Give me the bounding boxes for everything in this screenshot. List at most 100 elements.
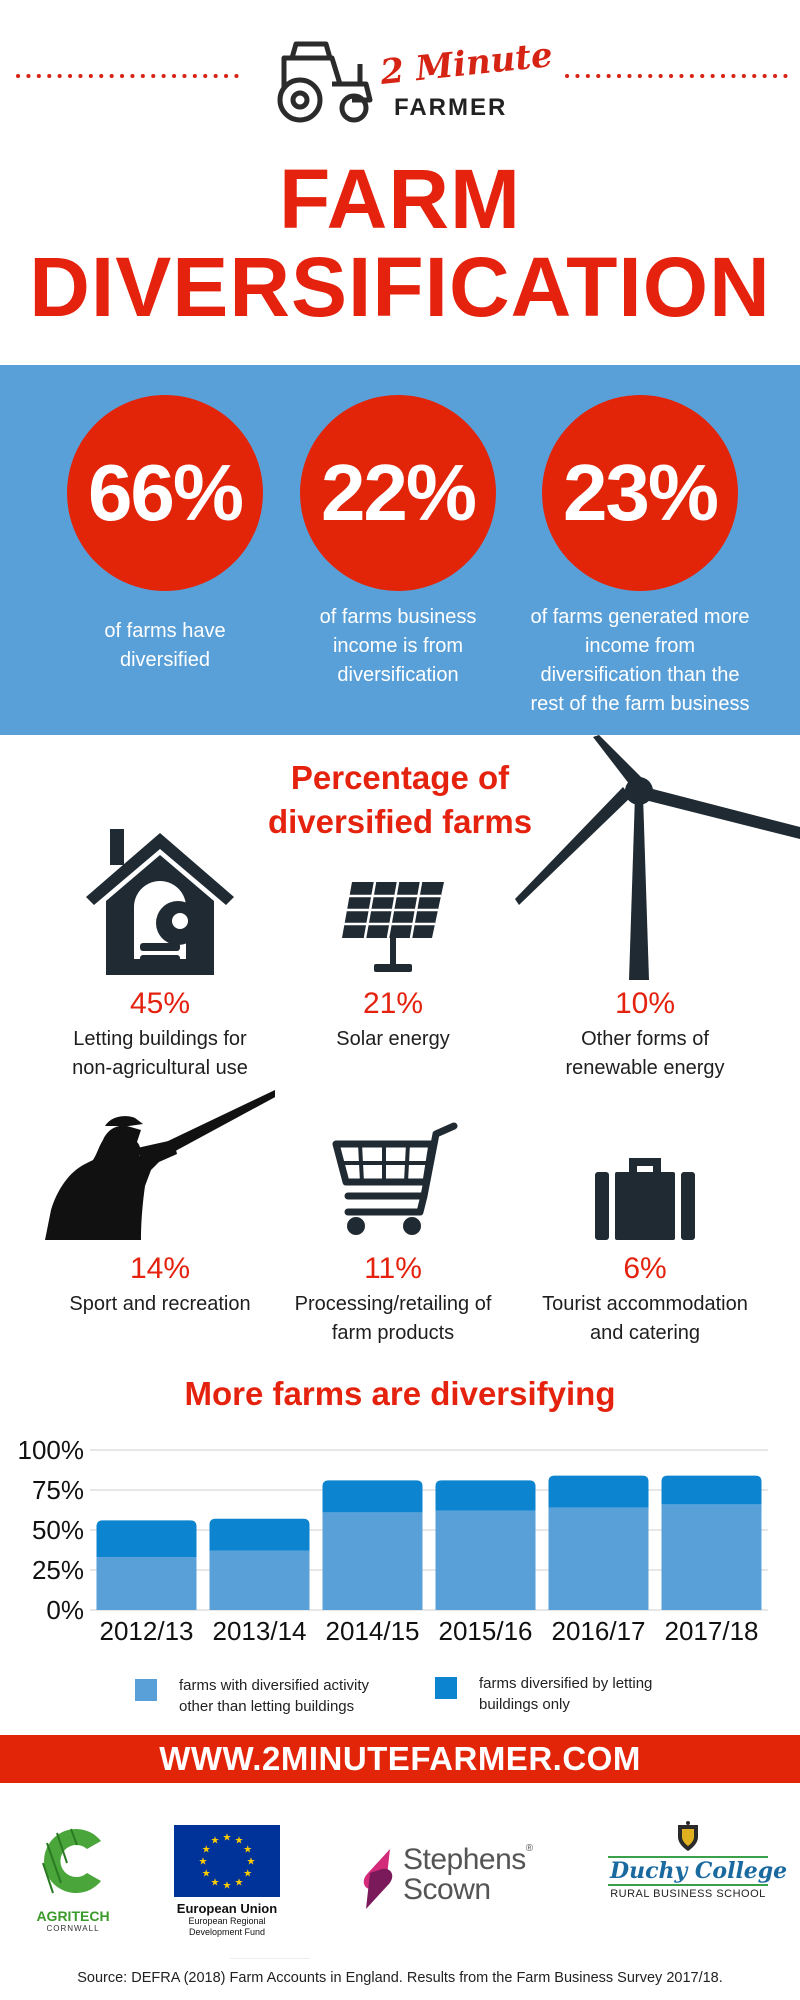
x-tick-label: 2017/18 — [665, 1616, 759, 1646]
legend-item-other: farms with diversified activity other th… — [135, 1675, 435, 1717]
stat-description: of farms business income is from diversi… — [319, 606, 477, 686]
y-tick-label: 25% — [32, 1555, 84, 1585]
bar-segment-letting — [435, 1480, 536, 1511]
duchy-college-logo: Duchy College RURAL BUSINESS SCHOOL — [608, 1821, 788, 1900]
stat-value: 23% — [562, 448, 719, 537]
legend-label: farms diversified by letting buildings o… — [479, 1675, 653, 1713]
eu-star: ★ — [243, 1869, 252, 1880]
eu-star: ★ — [202, 1869, 211, 1880]
legend-swatch — [435, 1677, 457, 1699]
logo-text-brand: 2 Minute — [378, 35, 555, 93]
category-sport-recreation: 14% Sport and recreation — [35, 1090, 285, 1319]
eu-sub-line1: European Regional — [188, 1916, 266, 1926]
legend-item-letting: farms diversified by letting buildings o… — [435, 1673, 735, 1715]
x-tick-label: 2015/16 — [439, 1616, 533, 1646]
bar-segment-letting — [322, 1480, 423, 1513]
eu-star: ★ — [202, 1845, 211, 1856]
x-tick-label: 2013/14 — [213, 1616, 307, 1646]
website-banner[interactable]: WWW.2MINUTEFARMER.COM — [0, 1735, 800, 1783]
footer-divider — [230, 1958, 310, 1959]
category-value: 10% — [614, 987, 676, 1020]
x-tick-label: 2012/13 — [100, 1616, 194, 1646]
duchy-sub: RURAL BUSINESS SCHOOL — [610, 1888, 766, 1900]
bar-segment-other — [322, 1512, 423, 1610]
category-label-line2: non-agricultural use — [72, 1057, 248, 1079]
stat-value: 22% — [320, 448, 477, 537]
x-tick-label: 2016/17 — [552, 1616, 646, 1646]
eu-star: ★ — [247, 1857, 256, 1868]
bar-segment-letting — [548, 1475, 649, 1508]
stat-more-income: 23% of farms generated more income from … — [520, 395, 760, 719]
stephens-name-line1: Stephens® — [403, 1843, 533, 1877]
category-label-line2: and catering — [589, 1322, 701, 1344]
category-label-line1: Tourist accommodation — [542, 1293, 748, 1315]
diversification-bar-chart: 0% 25% 50% 75% 100% 2012/13 2013/14 2014/15 2015… — [18, 1435, 768, 1646]
y-tick-label: 50% — [32, 1515, 84, 1545]
category-label: Other forms of renewable energy — [520, 1025, 770, 1083]
site-logo[interactable]: 2 Minute FARMER — [270, 35, 554, 128]
category-other-renewable: 10% Other forms of renewable energy — [520, 825, 770, 1083]
eu-star: ★ — [235, 1836, 244, 1847]
chart-title: More farms are diversifying — [184, 1375, 616, 1412]
category-solar-energy: 21% Solar energy — [268, 825, 518, 1054]
category-label: Sport and recreation — [35, 1290, 285, 1319]
category-label-line1: Other forms of — [581, 1028, 709, 1050]
category-value: 21% — [362, 987, 424, 1020]
category-tourist-accommodation: 6% Tourist accommodation and catering — [520, 1090, 770, 1348]
eu-sub-line2: Development Fund — [188, 1927, 266, 1937]
stephens-line1-text: Stephens — [403, 1843, 526, 1876]
crest-icon — [678, 1821, 698, 1851]
eu-star: ★ — [223, 1881, 232, 1892]
eu-star: ★ — [235, 1877, 244, 1888]
bar-segment-other — [96, 1557, 197, 1610]
category-value: 14% — [129, 1252, 191, 1285]
dotted-divider-left — [16, 73, 244, 79]
bar-segment-other — [548, 1507, 649, 1610]
stephens-scown-mark-icon — [363, 1849, 393, 1909]
registered-mark: ® — [525, 1843, 533, 1854]
category-processing-retailing: 11% Processing/retailing of farm product… — [268, 1090, 518, 1348]
website-url[interactable]: WWW.2MINUTEFARMER.COM — [159, 1740, 641, 1777]
y-tick-label: 0% — [46, 1595, 84, 1625]
partner-logos: AGRITECH CORNWALL ★ ★ ★ ★ ★ ★ ★ ★ ★ ★ ★ ★ European … — [0, 1783, 800, 1963]
page-title-line2: DIVERSIFICATION — [29, 240, 771, 334]
eu-star: ★ — [211, 1836, 220, 1847]
shooter-icon — [45, 1090, 275, 1240]
legend-swatch — [135, 1679, 157, 1701]
y-tick-label: 75% — [32, 1475, 84, 1505]
category-value: 11% — [364, 1252, 422, 1285]
bar-segment-other — [661, 1504, 762, 1610]
agritech-logo: AGRITECH CORNWALL — [28, 1823, 118, 1933]
agritech-c-icon — [42, 1828, 101, 1894]
category-label: Tourist accommodation and catering — [520, 1290, 770, 1348]
stat-circle: 66% — [67, 395, 263, 591]
bar-segment-letting — [209, 1518, 310, 1551]
duchy-name: Duchy College — [610, 1858, 788, 1884]
eu-logo: ★ ★ ★ ★ ★ ★ ★ ★ ★ ★ ★ ★ European Union European Reg… — [172, 1825, 282, 1938]
category-label-line1: Letting buildings for — [73, 1028, 247, 1050]
stat-description: of farms generated more income from dive… — [530, 606, 750, 715]
stat-diversified: 66% of farms have diversified — [45, 395, 285, 675]
solar-panel-icon — [342, 881, 444, 972]
category-label: Solar energy — [268, 1025, 518, 1054]
x-tick-label: 2014/15 — [326, 1616, 420, 1646]
tractor-icon — [277, 41, 373, 123]
dotted-divider-right — [565, 73, 793, 79]
stats-band: 66% of farms have diversified 22% of far… — [0, 365, 800, 735]
eu-name: European Union — [176, 1901, 278, 1916]
wind-turbine-icon — [515, 735, 800, 980]
stat-description: of farms have diversified — [104, 620, 226, 671]
percentage-heading-line1: Percentage of — [290, 759, 510, 796]
house-icon — [86, 829, 234, 975]
category-label-line1: Sport and recreation — [69, 1293, 251, 1315]
category-label: Processing/retailing of farm products — [268, 1290, 518, 1348]
eu-star: ★ — [243, 1845, 252, 1856]
bar-segment-letting — [661, 1475, 762, 1505]
category-value: 6% — [623, 1252, 667, 1285]
eu-flag-icon: ★ ★ ★ ★ ★ ★ ★ ★ ★ ★ ★ ★ — [174, 1825, 280, 1897]
y-tick-label: 100% — [18, 1435, 85, 1465]
eu-star: ★ — [223, 1833, 232, 1844]
category-label-line1: Processing/retailing of — [294, 1293, 492, 1315]
duchy-script-wrapper: Duchy College — [608, 1856, 788, 1886]
category-label: Letting buildings for non-agricultural u… — [35, 1025, 285, 1083]
